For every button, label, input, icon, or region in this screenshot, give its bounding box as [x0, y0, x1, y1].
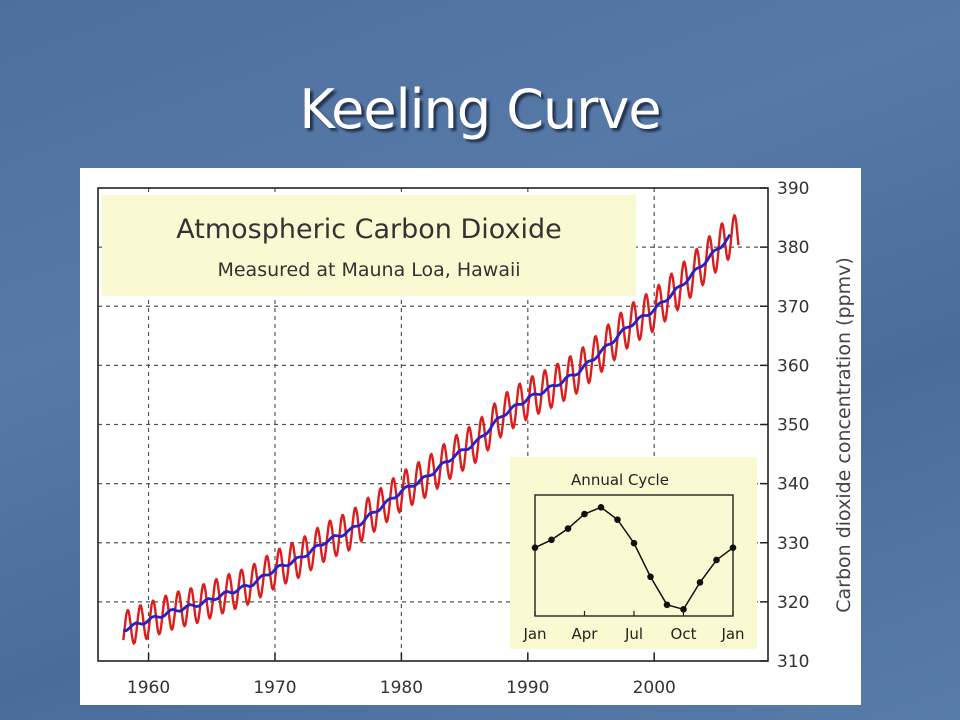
annual-cycle-inset: Annual Cycle Jan Apr Jul Oct Jan — [510, 457, 757, 649]
annual-cycle-point — [531, 544, 539, 551]
inset-title: Annual Cycle — [571, 471, 669, 489]
inset-x-tick-label: Oct — [671, 625, 697, 643]
y-tick-label: 390 — [777, 179, 809, 199]
chart-title: Atmospheric Carbon Dioxide — [176, 214, 561, 245]
annual-cycle-point — [597, 504, 605, 511]
y-tick-label: 340 — [777, 475, 809, 495]
x-tick-label: 2000 — [633, 678, 676, 698]
annual-average-line — [123, 233, 732, 633]
annual-cycle-point — [696, 579, 704, 586]
inset-background — [510, 457, 757, 649]
annual-cycle-point — [729, 544, 737, 551]
slide-title: Keeling Curve — [299, 78, 661, 141]
y-tick-label: 370 — [777, 297, 809, 317]
y-tick-label: 360 — [777, 356, 809, 376]
annual-cycle-point — [630, 539, 638, 547]
keeling-chart: 1960 1970 1980 1990 2000 310 320 330 340 350 360 37… — [97, 179, 855, 698]
y-tick-label: 310 — [777, 652, 809, 672]
y-tick-label: 380 — [777, 238, 809, 258]
series-lines — [122, 213, 740, 646]
y-tick-label: 330 — [777, 534, 809, 554]
inset-x-tick-label: Apr — [572, 625, 599, 643]
inset-x-tick-label: Jan — [522, 625, 546, 643]
x-tick-label: 1960 — [127, 678, 170, 698]
annual-cycle-point — [564, 525, 572, 532]
annual-cycle-point — [581, 510, 588, 518]
axes: 1960 1970 1980 1990 2000 310 320 330 340 350 360 37… — [97, 179, 809, 698]
x-tick-label: 1990 — [506, 678, 549, 698]
x-tick-label: 1970 — [253, 678, 296, 698]
inset-x-tick-label: Jul — [624, 625, 643, 643]
y-tick-label: 320 — [777, 593, 809, 613]
annual-cycle-point — [680, 605, 687, 613]
y-tick-label: 350 — [777, 416, 809, 436]
annual-cycle-point — [548, 536, 555, 544]
title-box-background — [102, 195, 636, 296]
inset-plot: Jan Apr Jul Oct Jan — [522, 494, 745, 643]
title-box: Atmospheric Carbon Dioxide Measured at M… — [102, 195, 636, 296]
annual-cycle-point — [713, 556, 720, 564]
annual-cycle-point — [647, 573, 654, 581]
y-axis-label: Carbon dioxide concentration (ppmv) — [833, 257, 855, 613]
inset-x-tick-label: Jan — [720, 625, 744, 643]
annual-cycle-point — [663, 601, 671, 609]
chart-panel: 1960 1970 1980 1990 2000 310 320 330 340 350 360 37… — [80, 168, 861, 705]
annual-cycle-point — [614, 516, 621, 523]
chart-subtitle: Measured at Mauna Loa, Hawaii — [217, 259, 520, 281]
x-tick-label: 1980 — [380, 678, 423, 698]
